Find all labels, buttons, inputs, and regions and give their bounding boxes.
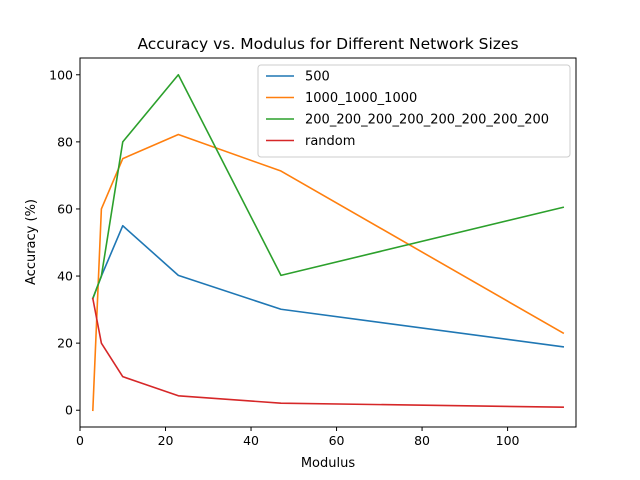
y-tick-label: 40 — [57, 269, 73, 284]
x-axis-label: Modulus — [301, 456, 356, 471]
y-tick-label: 80 — [57, 134, 73, 149]
legend-entry-2: 200_200_200_200_200_200_200_200 — [305, 113, 549, 128]
legend-box — [257, 64, 571, 158]
x-axis: 0 20 40 60 80 100 — [76, 427, 520, 448]
x-tick-label: 20 — [158, 433, 174, 448]
x-tick-label: 0 — [76, 433, 84, 448]
y-tick-label: 0 — [65, 403, 73, 418]
x-tick-label: 60 — [329, 433, 345, 448]
legend-entry-0: 500 — [305, 70, 330, 85]
x-tick-label: 80 — [414, 433, 430, 448]
series-line-2 — [91, 73, 565, 300]
x-tick-label: 100 — [496, 433, 520, 448]
series-line-0 — [91, 224, 565, 348]
y-tick-label: 100 — [49, 67, 73, 82]
legend: 500 1000_1000_1000 200_200_200_200_200_200… — [257, 64, 571, 158]
chart-title: Accuracy vs. Modulus for Different Netwo… — [137, 35, 518, 53]
plot-area — [91, 73, 565, 412]
legend-entry-1: 1000_1000_1000 — [305, 91, 417, 106]
x-tick-label: 40 — [243, 433, 259, 448]
y-tick-label: 20 — [57, 336, 73, 351]
legend-entry-3: random — [305, 134, 355, 149]
plot-frame — [79, 57, 577, 428]
series-line-1 — [91, 133, 565, 412]
y-tick-label: 60 — [57, 201, 73, 216]
y-axis: 0 20 40 60 80 100 — [49, 67, 80, 418]
y-axis-label: Accuracy (%) — [24, 199, 39, 285]
series-line-3 — [91, 297, 564, 409]
